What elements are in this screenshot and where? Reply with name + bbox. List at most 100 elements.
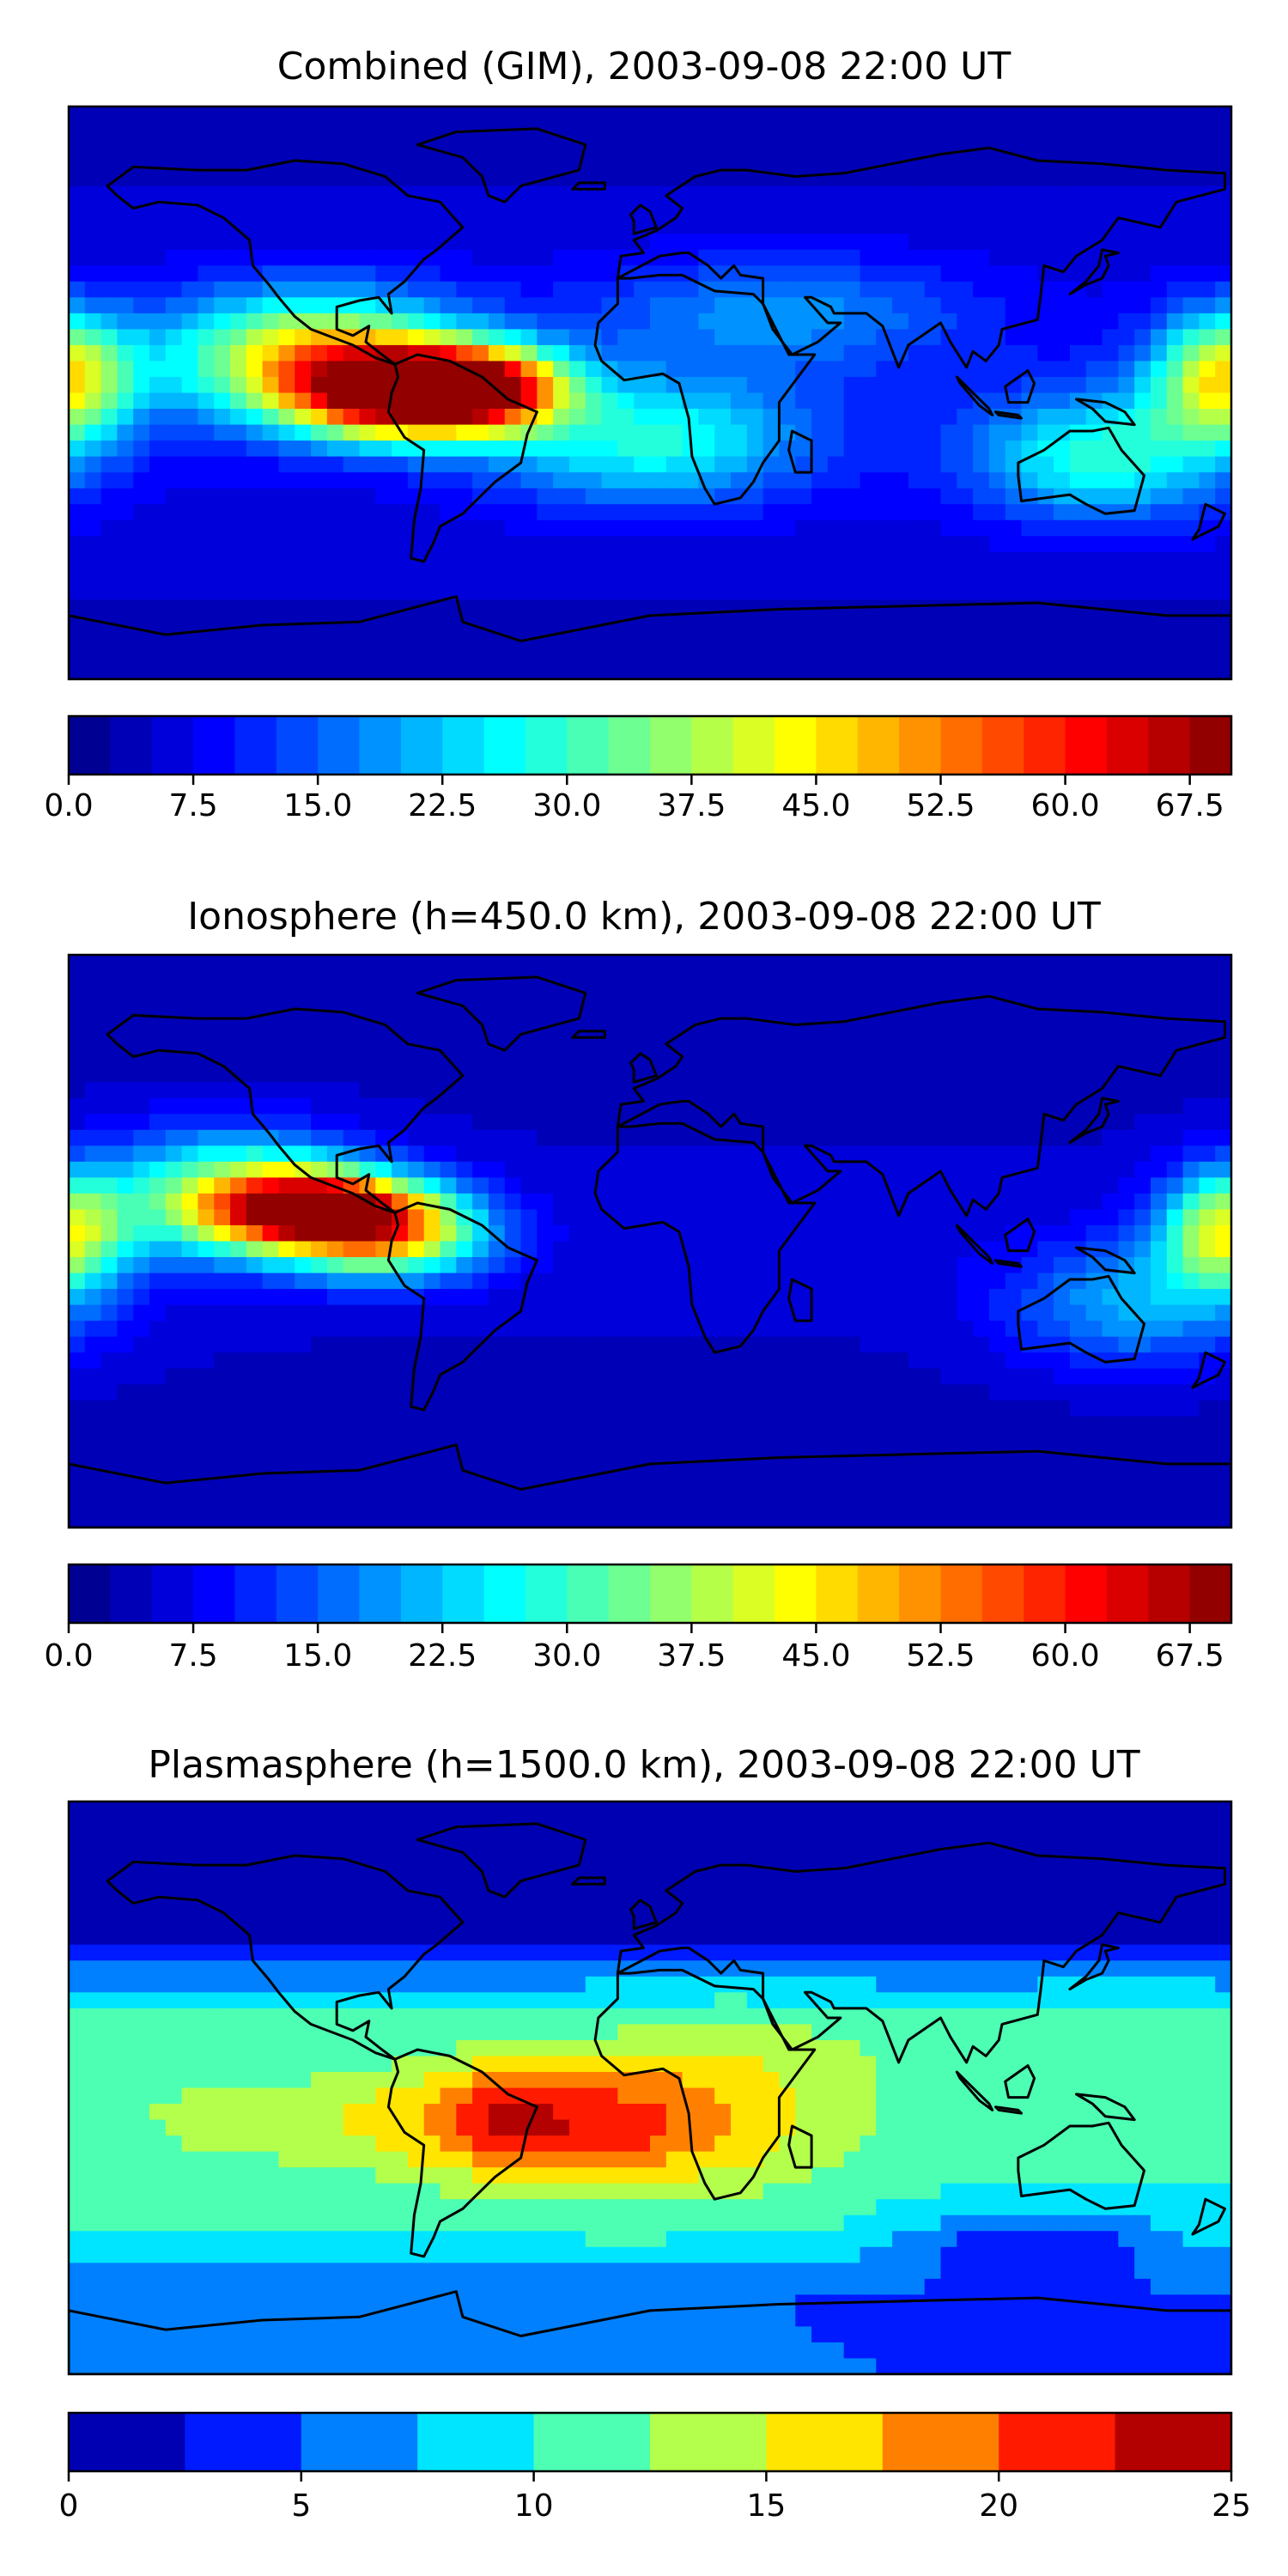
field-cell <box>423 970 441 987</box>
field-cell <box>181 1209 199 1226</box>
field-cell <box>634 1209 651 1226</box>
field-cell <box>326 1050 344 1067</box>
field-cell <box>1215 297 1231 314</box>
field-cell <box>246 1066 264 1083</box>
field-cell <box>488 1114 506 1131</box>
colorbar-swatch <box>193 716 235 775</box>
field-cell <box>504 409 522 426</box>
field-cell <box>278 1018 295 1036</box>
field-cell <box>537 1431 554 1449</box>
field-cell <box>520 329 538 346</box>
field-cell <box>731 376 748 394</box>
colorbar-swatch <box>981 716 1024 775</box>
field-cell <box>117 1209 134 1226</box>
field-cell <box>488 536 506 553</box>
field-cell <box>440 583 457 600</box>
field-cell <box>988 1082 1006 1099</box>
field-cell <box>1182 329 1200 346</box>
field-cell <box>940 361 957 378</box>
field-cell <box>1182 1177 1200 1194</box>
field-cell <box>359 1352 376 1370</box>
field-cell <box>779 1336 796 1353</box>
field-cell <box>1150 615 1168 633</box>
field-cell <box>262 1050 280 1067</box>
field-cell <box>1005 519 1023 537</box>
field-cell <box>1182 1209 1200 1226</box>
field-cell <box>100 1177 118 1194</box>
field-cell <box>311 1145 328 1163</box>
field-cell <box>811 344 829 362</box>
field-cell <box>843 217 861 234</box>
field-cell <box>1118 551 1135 568</box>
field-cell <box>908 1066 926 1083</box>
field-cell <box>1215 138 1231 155</box>
field-cell <box>133 440 150 458</box>
field-cell <box>665 1400 683 1417</box>
field-cell <box>295 1082 312 1099</box>
field-cell <box>665 234 683 251</box>
field-cell <box>197 488 215 505</box>
field-cell <box>698 536 715 553</box>
field-cell <box>682 1257 700 1274</box>
field-cell <box>779 234 796 251</box>
field-cell <box>69 1241 86 1258</box>
field-cell <box>924 1034 942 1051</box>
field-cell <box>1037 1352 1054 1370</box>
field-cell <box>988 1177 1006 1194</box>
field-cell <box>762 1129 781 1146</box>
field-cell <box>876 106 893 124</box>
field-cell <box>585 488 603 505</box>
field-cell <box>908 1416 926 1433</box>
field-cell <box>795 154 812 171</box>
field-cell <box>181 249 199 266</box>
field-cell <box>440 297 457 314</box>
field-cell <box>1021 376 1038 394</box>
field-cell <box>601 536 618 553</box>
field-cell <box>133 409 150 426</box>
field-cell <box>1021 488 1038 505</box>
field-cell <box>1166 361 1184 378</box>
field-cell <box>1005 329 1023 346</box>
field-cell <box>520 551 538 568</box>
field-cell <box>795 249 812 266</box>
field-cell <box>488 1463 506 1481</box>
field-cell <box>488 424 506 441</box>
field-cell <box>262 297 280 314</box>
field-cell <box>1166 1241 1184 1258</box>
field-cell <box>1134 424 1151 441</box>
field-cell <box>843 551 861 568</box>
field-cell <box>827 1241 845 1258</box>
field-cell <box>1118 1097 1135 1115</box>
field-cell <box>1102 1002 1119 1019</box>
field-cell <box>1054 599 1071 617</box>
field-cell <box>860 1431 877 1449</box>
field-cell <box>957 1257 974 1274</box>
field-cell <box>1199 663 1216 679</box>
coastline <box>416 127 587 204</box>
field-cell <box>876 1002 893 1019</box>
field-cell <box>423 1018 441 1036</box>
field-cell <box>731 663 748 679</box>
field-cell <box>326 955 344 972</box>
field-cell <box>392 344 409 362</box>
field-cell <box>988 185 1006 203</box>
field-cell <box>423 440 441 458</box>
field-cell <box>262 313 280 330</box>
field-cell <box>456 1177 473 1194</box>
field-cell <box>197 631 215 648</box>
field-cell <box>1054 281 1071 298</box>
field-cell <box>811 1066 829 1083</box>
field-cell <box>827 281 845 298</box>
field-cell <box>827 424 845 441</box>
field-cell <box>392 297 409 314</box>
field-cell <box>326 1400 344 1417</box>
field-cell <box>537 1273 554 1290</box>
field-cell <box>100 1129 118 1146</box>
field-cell <box>568 409 586 426</box>
field-cell <box>973 361 990 378</box>
field-cell <box>472 1193 489 1211</box>
field-cell <box>1069 583 1087 600</box>
field-cell <box>181 1463 199 1481</box>
field-cell <box>553 1384 570 1401</box>
field-cell <box>682 1448 700 1465</box>
